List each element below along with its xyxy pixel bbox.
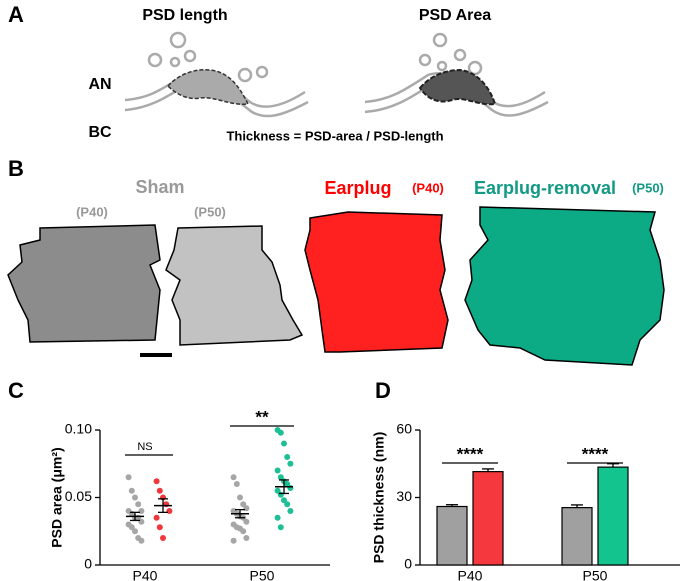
diagram-label: BC — [88, 124, 112, 141]
data-point — [243, 518, 250, 525]
data-point — [138, 537, 145, 544]
group-title: Earplug-removal — [474, 178, 616, 198]
data-point — [287, 485, 294, 492]
data-point — [230, 474, 237, 481]
data-point — [156, 524, 163, 531]
data-point — [277, 491, 284, 498]
data-point — [274, 487, 281, 494]
y-tick-label: 0 — [84, 556, 92, 572]
data-point — [277, 429, 284, 436]
y-axis-label: PSD thickness (nm) — [371, 432, 387, 563]
data-point — [125, 474, 132, 481]
data-point — [153, 478, 160, 485]
data-point — [132, 494, 138, 501]
diagram-title: PSD length — [142, 7, 227, 24]
panel-label: A — [8, 2, 24, 27]
bar — [597, 466, 629, 566]
group-title: Sham — [135, 177, 184, 197]
significance-label: **** — [457, 444, 484, 463]
group-age: (P40) — [76, 204, 108, 219]
y-tick-label: 0.10 — [65, 421, 92, 437]
data-point — [243, 535, 250, 541]
psd-area — [166, 69, 250, 105]
x-tick-label: P40 — [133, 568, 158, 581]
y-tick-label: 60 — [396, 421, 412, 437]
data-point — [281, 440, 287, 447]
x-tick-label: P50 — [583, 568, 608, 581]
data-point — [274, 514, 281, 521]
group-title: Earplug — [324, 178, 391, 198]
diagram-label: AN — [88, 76, 111, 93]
data-point — [287, 508, 294, 514]
group-age: (P50) — [632, 180, 664, 195]
data-point — [138, 508, 145, 514]
psd-shape — [7, 224, 161, 343]
y-axis-label: PSD area (μm²) — [49, 447, 65, 547]
panel-label: B — [8, 156, 24, 181]
psd-shape — [304, 211, 449, 353]
x-tick-label: P50 — [250, 568, 275, 581]
data-point — [156, 487, 163, 494]
data-point — [277, 524, 284, 531]
panel-label: D — [375, 378, 391, 403]
bar — [472, 471, 504, 566]
psd-area — [418, 68, 497, 106]
data-point — [128, 487, 135, 494]
x-tick-label: P40 — [458, 568, 483, 581]
data-point — [277, 474, 284, 481]
significance-label: **** — [582, 444, 609, 463]
psd-shape — [165, 225, 304, 346]
bar — [561, 507, 593, 566]
data-point — [287, 460, 294, 467]
data-point — [240, 501, 247, 508]
data-point — [230, 537, 237, 544]
data-point — [240, 528, 247, 535]
data-point — [233, 481, 240, 487]
group-age: (P40) — [412, 180, 444, 195]
data-point — [132, 528, 138, 535]
data-point — [160, 535, 166, 541]
data-point — [153, 514, 160, 521]
data-point — [166, 508, 173, 514]
data-point — [281, 497, 287, 504]
data-point — [138, 518, 145, 525]
y-tick-label: 0.05 — [65, 488, 92, 504]
psd-shape — [464, 206, 665, 366]
formula: Thickness = PSD-area / PSD-length — [226, 128, 443, 143]
data-point — [128, 524, 135, 531]
y-tick-label: 0 — [404, 556, 412, 572]
significance-label: ** — [255, 407, 269, 426]
data-point — [284, 454, 291, 460]
data-point — [135, 501, 142, 508]
diagram-title: PSD Area — [419, 7, 491, 24]
data-point — [284, 501, 291, 508]
bar — [436, 505, 468, 566]
group-age: (P50) — [194, 204, 226, 219]
significance-label: NS — [137, 441, 152, 453]
y-tick-label: 30 — [396, 488, 412, 504]
data-point — [284, 481, 291, 487]
data-point — [237, 494, 243, 501]
data-point — [243, 505, 250, 512]
data-point — [274, 467, 281, 474]
panel-label: C — [8, 378, 24, 403]
